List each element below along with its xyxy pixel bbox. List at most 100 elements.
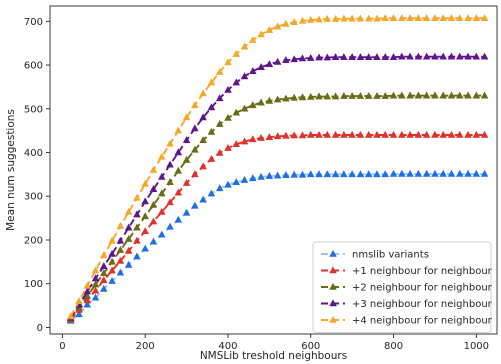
data-point: [257, 133, 265, 141]
data-point: [315, 92, 323, 100]
legend-item: +2 neighbour for neighbour: [321, 283, 493, 294]
data-point: [257, 63, 265, 71]
data-point: [249, 135, 257, 143]
data-point: [273, 22, 282, 30]
data-point: [340, 91, 348, 99]
data-point: [240, 175, 249, 183]
data-point: [340, 130, 348, 138]
data-point: [389, 169, 398, 177]
data-point: [108, 276, 116, 284]
data-point: [182, 155, 191, 163]
data-point: [83, 296, 92, 304]
data-point: [414, 14, 423, 22]
data-point: [480, 14, 489, 22]
data-point: [439, 52, 447, 60]
x-tick-label: 600: [301, 341, 320, 352]
data-point: [364, 91, 373, 99]
data-point: [455, 14, 464, 22]
data-point: [108, 236, 116, 244]
data-point: [191, 124, 199, 132]
data-point: [364, 14, 373, 22]
data-point: [124, 223, 133, 231]
data-point: [149, 165, 158, 173]
data-point: [356, 53, 365, 60]
data-point: [298, 16, 307, 24]
data-point: [157, 152, 166, 160]
data-point: [215, 148, 224, 156]
data-point: [381, 53, 390, 60]
data-point: [356, 130, 365, 138]
data-point: [265, 60, 274, 67]
data-point: [323, 170, 332, 178]
data-point: [406, 130, 414, 138]
data-point: [141, 244, 149, 252]
y-tick-label: 700: [24, 17, 43, 28]
y-tick-label: 600: [24, 61, 43, 72]
data-point: [191, 145, 199, 153]
legend-label: +4 neighbour for neighbour: [352, 316, 493, 327]
data-point: [422, 130, 431, 138]
data-point: [348, 53, 356, 60]
data-point: [373, 14, 381, 22]
data-point: [174, 215, 183, 223]
data-point: [381, 170, 390, 178]
data-point: [174, 148, 183, 156]
data-point: [240, 104, 249, 112]
legend-label: +2 neighbour for neighbour: [352, 283, 493, 294]
data-point: [75, 297, 83, 304]
data-point: [348, 91, 356, 99]
data-point: [100, 284, 108, 292]
data-point: [290, 131, 298, 139]
data-point: [265, 133, 274, 140]
data-point: [133, 236, 141, 244]
plot-frame: [49, 5, 498, 335]
data-point: [116, 221, 125, 229]
x-tick-label: 200: [136, 341, 155, 352]
data-point: [348, 130, 356, 138]
legend-marker: [329, 315, 337, 323]
x-axis-label: NMSLib treshold neighbours: [200, 350, 347, 362]
data-point: [480, 52, 489, 60]
legend-label: +1 neighbour for neighbour: [352, 266, 493, 277]
data-point: [406, 14, 414, 22]
data-point: [124, 207, 133, 215]
data-point: [373, 130, 381, 138]
data-point: [315, 53, 323, 61]
data-point: [91, 266, 100, 274]
data-point: [356, 91, 365, 99]
data-point: [249, 67, 257, 74]
series-line: [69, 134, 485, 321]
data-point: [306, 92, 315, 100]
data-point: [141, 212, 149, 220]
data-point: [182, 136, 191, 144]
data-point: [100, 276, 108, 283]
data-point: [422, 91, 431, 99]
x-tick-label: 0: [59, 341, 65, 352]
data-point: [414, 52, 423, 60]
data-point: [331, 92, 340, 100]
data-point: [257, 98, 265, 106]
series-line: [69, 17, 485, 317]
data-point: [133, 252, 141, 260]
data-point: [290, 170, 298, 178]
data-point: [406, 169, 414, 177]
data-point: [273, 171, 282, 179]
data-point: [472, 169, 481, 177]
data-point: [398, 169, 406, 177]
data-point: [323, 15, 332, 22]
data-point: [133, 193, 141, 201]
legend-label: +3 neighbour for neighbour: [352, 299, 493, 310]
data-point: [331, 170, 340, 178]
data-point: [398, 91, 406, 99]
data-point: [373, 53, 381, 60]
data-point: [191, 101, 199, 109]
data-point: [224, 180, 232, 188]
data-point: [431, 130, 439, 138]
data-point: [431, 169, 439, 177]
data-point: [182, 208, 191, 216]
data-point: [306, 170, 315, 178]
data-point: [282, 171, 290, 179]
data-point: [290, 55, 298, 63]
legend-label: nmslib variants: [352, 250, 429, 261]
data-point: [431, 91, 439, 99]
